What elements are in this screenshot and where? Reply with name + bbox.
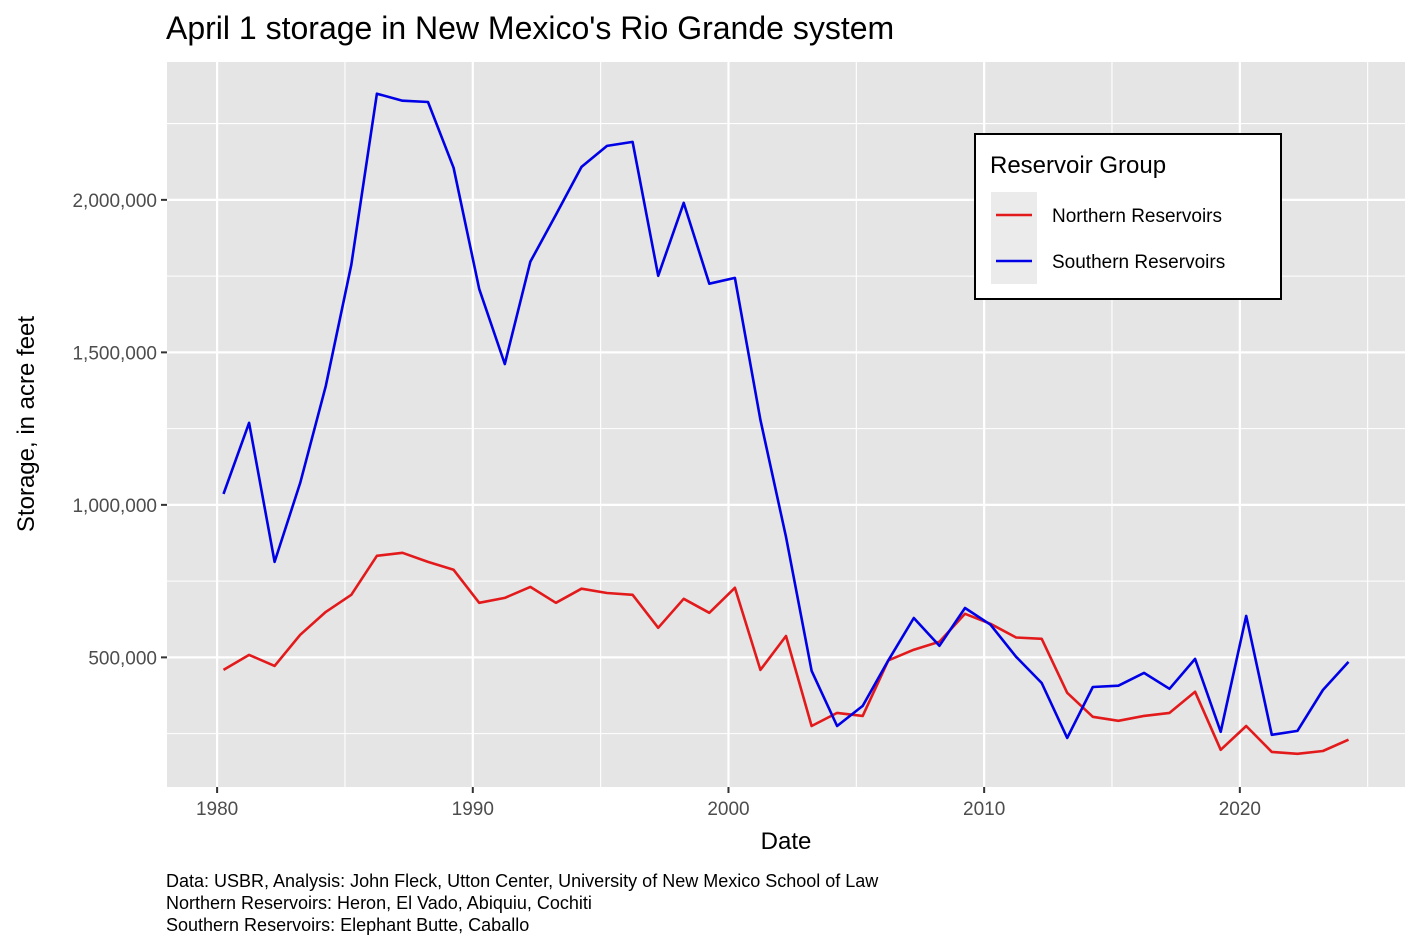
series-lines bbox=[222, 92, 1350, 756]
caption: Data: USBR, Analysis: John Fleck, Utton … bbox=[166, 871, 879, 935]
legend-key-background bbox=[991, 192, 1037, 284]
legend: Reservoir Group Northern Reservoirs Sout… bbox=[974, 133, 1282, 300]
y-tick-label: 500,000 bbox=[88, 648, 157, 669]
x-tick-label: 2000 bbox=[707, 799, 749, 820]
legend-label-northern: Northern Reservoirs bbox=[1052, 206, 1222, 227]
x-axis: 1980 1990 2000 2010 2020 bbox=[196, 787, 1261, 820]
x-axis-title: Date bbox=[761, 828, 812, 855]
caption-line-data-source: Data: USBR, Analysis: John Fleck, Utton … bbox=[166, 871, 879, 891]
x-tick-label: 2020 bbox=[1219, 799, 1261, 820]
chart-title: April 1 storage in New Mexico's Rio Gran… bbox=[166, 10, 894, 46]
legend-label-southern: Southern Reservoirs bbox=[1052, 252, 1225, 273]
caption-line-southern: Southern Reservoirs: Elephant Butte, Cab… bbox=[166, 915, 529, 935]
y-tick-label: 2,000,000 bbox=[72, 191, 157, 212]
y-axis-title: Storage, in acre feet bbox=[13, 316, 40, 532]
y-axis: 500,000 1,000,000 1,500,000 2,000,000 bbox=[72, 191, 167, 669]
x-tick-label: 1990 bbox=[452, 799, 494, 820]
y-tick-label: 1,000,000 bbox=[72, 496, 157, 517]
series-line-southern-reservoirs bbox=[222, 92, 1350, 740]
caption-line-northern: Northern Reservoirs: Heron, El Vado, Abi… bbox=[166, 893, 592, 913]
x-tick-label: 2010 bbox=[963, 799, 1005, 820]
y-tick-label: 1,500,000 bbox=[72, 343, 157, 364]
series-line-northern-reservoirs bbox=[222, 551, 1350, 756]
legend-title: Reservoir Group bbox=[990, 152, 1166, 179]
x-tick-label: 1980 bbox=[196, 799, 238, 820]
minor-gridlines bbox=[167, 62, 1405, 787]
